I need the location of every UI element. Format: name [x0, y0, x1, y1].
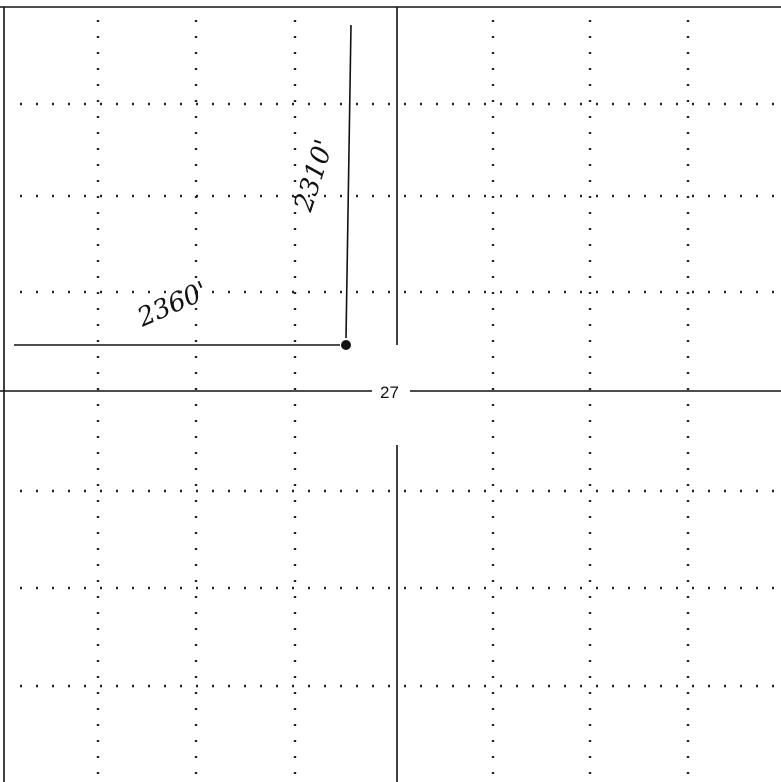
- well-location: [341, 340, 351, 350]
- north-offset-line: [345, 24, 352, 339]
- section-number: 27: [380, 383, 399, 402]
